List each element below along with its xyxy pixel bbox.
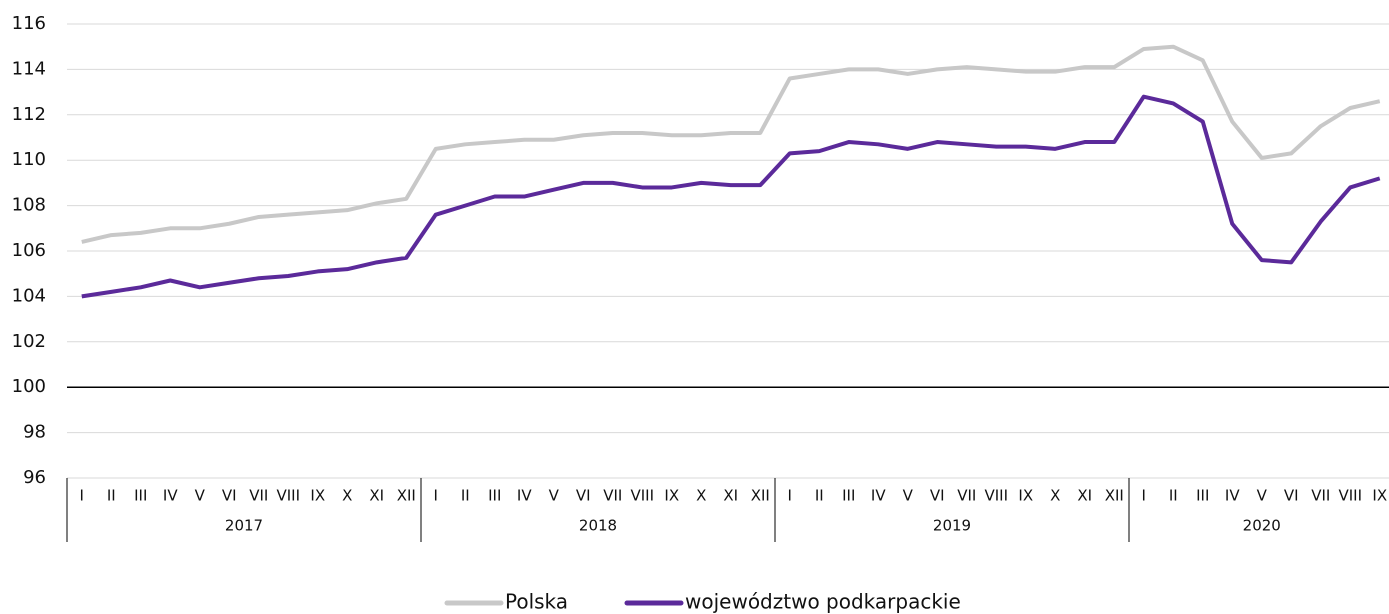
x-tick-label: II xyxy=(815,487,824,505)
x-tick-label: III xyxy=(488,487,501,505)
y-tick-label: 96 xyxy=(23,467,46,488)
x-tick-label: I xyxy=(80,487,84,505)
year-label: 2017 xyxy=(225,517,263,535)
x-tick-label: VII xyxy=(249,487,268,505)
x-tick-label: V xyxy=(1257,487,1268,505)
x-tick-label: X xyxy=(696,487,706,505)
y-tick-label: 104 xyxy=(12,285,46,306)
x-tick-label: XI xyxy=(723,487,738,505)
x-tick-label: III xyxy=(842,487,855,505)
x-tick-label: VII xyxy=(1311,487,1330,505)
x-tick-label: I xyxy=(1142,487,1146,505)
x-tick-label: VI xyxy=(1284,487,1299,505)
x-tick-label: VII xyxy=(957,487,976,505)
x-tick-label: I xyxy=(788,487,792,505)
x-tick-label: III xyxy=(1196,487,1209,505)
y-tick-label: 98 xyxy=(23,422,46,443)
legend-label: województwo podkarpackie xyxy=(685,590,961,614)
x-tick-label: IV xyxy=(871,487,886,505)
x-tick-label: XI xyxy=(1077,487,1092,505)
x-tick-label: VI xyxy=(576,487,591,505)
x-tick-label: X xyxy=(342,487,352,505)
x-tick-label: VI xyxy=(930,487,945,505)
x-tick-label: III xyxy=(134,487,147,505)
y-tick-label: 112 xyxy=(12,104,46,125)
x-tick-label: IX xyxy=(1018,487,1033,505)
x-tick-label: XI xyxy=(369,487,384,505)
x-tick-label: V xyxy=(195,487,206,505)
x-tick-label: VIII xyxy=(984,487,1008,505)
y-tick-label: 114 xyxy=(12,58,46,79)
year-label: 2020 xyxy=(1243,517,1281,535)
x-tick-label: IV xyxy=(163,487,178,505)
x-tick-label: XII xyxy=(397,487,416,505)
series-line xyxy=(81,94,1381,299)
x-tick-label: XII xyxy=(1105,487,1124,505)
x-tick-label: V xyxy=(903,487,914,505)
x-tick-label: II xyxy=(1169,487,1178,505)
y-tick-label: 110 xyxy=(12,149,46,170)
x-tick-label: IX xyxy=(664,487,679,505)
y-tick-label: 108 xyxy=(12,195,46,216)
x-tick-label: X xyxy=(1050,487,1060,505)
y-tick-label: 106 xyxy=(12,240,46,261)
x-tick-label: I xyxy=(434,487,438,505)
x-tick-label: V xyxy=(549,487,560,505)
x-tick-label: II xyxy=(461,487,470,505)
x-tick-label: IV xyxy=(1225,487,1240,505)
year-label: 2019 xyxy=(933,517,971,535)
x-tick-label: IX xyxy=(1372,487,1387,505)
series-line xyxy=(81,44,1381,244)
x-tick-label: XII xyxy=(751,487,770,505)
x-tick-label: IX xyxy=(310,487,325,505)
x-tick-label: VI xyxy=(222,487,237,505)
x-tick-label: VIII xyxy=(276,487,300,505)
y-tick-label: 116 xyxy=(12,13,46,34)
legend-label: Polska xyxy=(505,590,568,614)
x-tick-label: VII xyxy=(603,487,622,505)
y-tick-label: 100 xyxy=(12,376,46,397)
x-tick-label: VIII xyxy=(1338,487,1362,505)
year-label: 2018 xyxy=(579,517,617,535)
y-tick-label: 102 xyxy=(12,331,46,352)
x-tick-label: II xyxy=(107,487,116,505)
x-tick-label: IV xyxy=(517,487,532,505)
x-tick-label: VIII xyxy=(630,487,654,505)
